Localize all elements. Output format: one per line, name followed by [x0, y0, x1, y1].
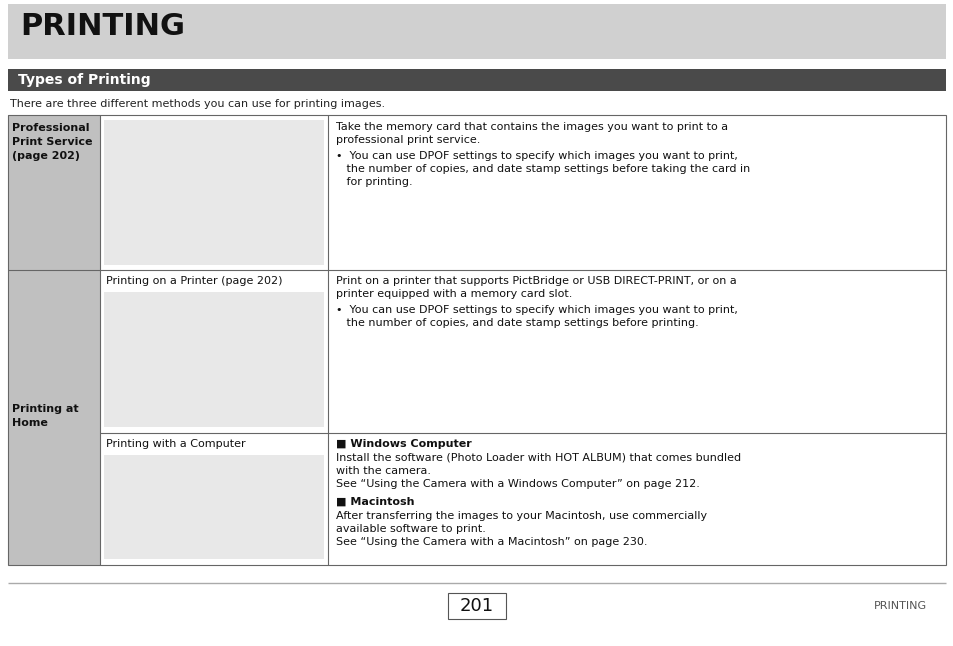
- Text: Print Service: Print Service: [12, 137, 92, 147]
- Text: Professional: Professional: [12, 123, 90, 133]
- Text: ■ Windows Computer: ■ Windows Computer: [335, 439, 471, 449]
- Text: PRINTING: PRINTING: [20, 12, 185, 41]
- Bar: [104, 455, 324, 559]
- Bar: [448, 593, 505, 619]
- Bar: [8, 115, 945, 565]
- Text: printer equipped with a memory card slot.: printer equipped with a memory card slot…: [335, 289, 572, 299]
- Text: the number of copies, and date stamp settings before taking the card in: the number of copies, and date stamp set…: [335, 164, 749, 174]
- Bar: [8, 115, 100, 565]
- Text: Printing at: Printing at: [12, 404, 78, 413]
- Text: Printing with a Computer: Printing with a Computer: [106, 439, 245, 449]
- Bar: [8, 69, 945, 91]
- Text: with the camera.: with the camera.: [335, 466, 431, 476]
- Text: Types of Printing: Types of Printing: [18, 73, 151, 87]
- Text: There are three different methods you can use for printing images.: There are three different methods you ca…: [10, 99, 385, 109]
- Bar: [104, 292, 324, 427]
- Bar: [104, 120, 324, 265]
- Text: See “Using the Camera with a Windows Computer” on page 212.: See “Using the Camera with a Windows Com…: [335, 479, 700, 489]
- Text: 201: 201: [459, 597, 494, 615]
- Text: ■ Macintosh: ■ Macintosh: [335, 497, 414, 507]
- Text: Printing on a Printer (page 202): Printing on a Printer (page 202): [106, 276, 282, 286]
- Text: Home: Home: [12, 417, 48, 428]
- Text: Take the memory card that contains the images you want to print to a: Take the memory card that contains the i…: [335, 122, 727, 132]
- Text: Install the software (Photo Loader with HOT ALBUM) that comes bundled: Install the software (Photo Loader with …: [335, 453, 740, 463]
- Text: •  You can use DPOF settings to specify which images you want to print,: • You can use DPOF settings to specify w…: [335, 151, 737, 161]
- Text: •  You can use DPOF settings to specify which images you want to print,: • You can use DPOF settings to specify w…: [335, 305, 737, 315]
- Text: Print on a printer that supports PictBridge or USB DIRECT-PRINT, or on a: Print on a printer that supports PictBri…: [335, 276, 736, 286]
- Bar: [8, 4, 945, 59]
- Text: the number of copies, and date stamp settings before printing.: the number of copies, and date stamp set…: [335, 318, 698, 328]
- Text: PRINTING: PRINTING: [873, 601, 926, 611]
- Text: professional print service.: professional print service.: [335, 135, 480, 145]
- Text: See “Using the Camera with a Macintosh” on page 230.: See “Using the Camera with a Macintosh” …: [335, 537, 647, 547]
- Text: (page 202): (page 202): [12, 151, 80, 161]
- Text: for printing.: for printing.: [335, 177, 413, 187]
- Text: available software to print.: available software to print.: [335, 524, 485, 534]
- Text: After transferring the images to your Macintosh, use commercially: After transferring the images to your Ma…: [335, 511, 706, 521]
